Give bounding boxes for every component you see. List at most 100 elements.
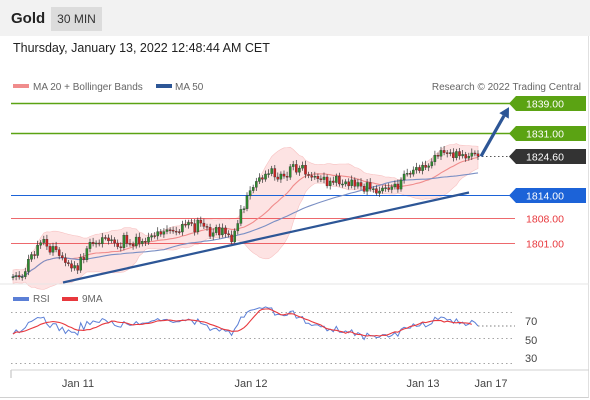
candle-body-69 bbox=[224, 227, 227, 234]
candle-body-133 bbox=[421, 165, 424, 171]
candle-body-76 bbox=[245, 195, 249, 209]
x-tick-jan17: Jan 17 bbox=[474, 378, 507, 390]
candle-body-32 bbox=[110, 239, 113, 241]
level-1831-00-label: 1831.00 bbox=[526, 129, 564, 141]
candle-body-16 bbox=[61, 255, 64, 258]
candle-body-114 bbox=[362, 186, 366, 192]
candle-body-123 bbox=[390, 186, 394, 190]
level-1814-00-tag bbox=[509, 188, 586, 203]
candle-body-88 bbox=[282, 173, 286, 177]
candle-body-9 bbox=[39, 242, 42, 246]
rsi-legend-label: RSI bbox=[33, 294, 50, 305]
candle-body-30 bbox=[104, 237, 107, 239]
candle-body-2 bbox=[17, 275, 21, 278]
candle-body-59 bbox=[193, 223, 196, 233]
candle-body-43 bbox=[144, 241, 147, 243]
candle-body-50 bbox=[165, 229, 169, 232]
candle-body-51 bbox=[168, 229, 172, 231]
candle-body-4 bbox=[24, 271, 27, 277]
trendline-group bbox=[62, 107, 509, 284]
candle-body-18 bbox=[67, 262, 70, 264]
candle-body-53 bbox=[174, 231, 178, 233]
candle-body-1 bbox=[14, 275, 18, 277]
candle-body-12 bbox=[48, 246, 52, 253]
candle-body-26 bbox=[91, 242, 95, 244]
candle-body-5 bbox=[27, 259, 30, 272]
ma20-legend-label: MA 20 + Bollinger Bands bbox=[33, 82, 143, 93]
rsi-ma-line bbox=[12, 308, 472, 337]
candle-body-62 bbox=[202, 222, 206, 227]
candle-body-119 bbox=[378, 190, 381, 194]
level-1801-00-label: 1801.00 bbox=[526, 239, 564, 251]
level-1824-60-label: 1824.60 bbox=[526, 152, 564, 164]
price-level-labels: 1839.00 1831.00 1824.60 1814.00 1808.00 1801.… bbox=[509, 96, 586, 251]
candle-body-151 bbox=[476, 153, 480, 157]
level-1814-00-label: 1814.00 bbox=[526, 191, 564, 203]
candle-body-23 bbox=[82, 257, 86, 260]
candle-body-101 bbox=[322, 176, 326, 180]
candle-body-21 bbox=[76, 265, 79, 271]
candle-body-118 bbox=[375, 188, 378, 194]
candle-body-115 bbox=[365, 182, 369, 192]
candle-body-131 bbox=[415, 167, 418, 171]
candle-body-141 bbox=[445, 152, 449, 154]
candle-body-0 bbox=[11, 276, 15, 278]
price-levels bbox=[11, 102, 515, 244]
candle-body-74 bbox=[239, 209, 243, 224]
rsi-panel bbox=[11, 306, 515, 364]
candle-body-47 bbox=[156, 231, 159, 237]
target-arrow-head bbox=[499, 107, 509, 119]
candle-body-63 bbox=[205, 226, 209, 228]
candle-body-83 bbox=[267, 173, 270, 175]
candle-body-86 bbox=[276, 176, 280, 180]
candle-body-95 bbox=[304, 165, 307, 175]
candle-body-71 bbox=[230, 234, 233, 243]
candle-body-89 bbox=[285, 176, 289, 178]
candle-body-66 bbox=[214, 227, 218, 233]
level-1808-00-label: 1808.00 bbox=[526, 214, 564, 226]
candle-body-99 bbox=[316, 176, 320, 179]
candle-body-57 bbox=[187, 222, 190, 226]
rsi-tick-30: 30 bbox=[525, 353, 537, 365]
rsi-tick-50: 50 bbox=[525, 335, 537, 347]
candle-body-96 bbox=[307, 174, 310, 176]
rsi-tick-70: 70 bbox=[525, 316, 537, 328]
candle-body-68 bbox=[221, 227, 224, 236]
candle-body-103 bbox=[328, 180, 332, 186]
candle-body-61 bbox=[199, 219, 203, 224]
credit-text: Research © 2022 Trading Central bbox=[432, 82, 581, 93]
report-datetime: Thursday, January 13, 2022 12:48:44 AM C… bbox=[13, 41, 270, 55]
candle-body-134 bbox=[424, 165, 427, 168]
candle-body-82 bbox=[264, 173, 267, 180]
level-1824-60-tag bbox=[509, 149, 586, 164]
timeframe-button[interactable]: 30 MIN bbox=[51, 7, 102, 31]
candle-body-97 bbox=[310, 175, 313, 178]
candle-body-39 bbox=[131, 243, 135, 247]
candle-body-56 bbox=[184, 224, 187, 226]
target-arrow-shaft bbox=[479, 115, 506, 158]
candle-body-27 bbox=[94, 242, 98, 245]
candle-body-111 bbox=[353, 179, 357, 187]
candle-body-107 bbox=[341, 183, 344, 186]
symbol-title: Gold bbox=[11, 10, 46, 27]
candle-body-45 bbox=[150, 235, 153, 238]
candle-body-48 bbox=[159, 231, 163, 235]
candle-body-41 bbox=[138, 236, 141, 244]
ma50-legend-swatch bbox=[156, 84, 172, 88]
candle-body-100 bbox=[319, 178, 323, 180]
candle-body-33 bbox=[113, 239, 116, 244]
candle-body-80 bbox=[258, 177, 261, 182]
rsi-ma-legend-label: 9MA bbox=[82, 294, 103, 305]
candle-body-77 bbox=[248, 190, 252, 196]
candle-body-85 bbox=[273, 168, 277, 178]
candle-body-31 bbox=[107, 237, 110, 242]
candle-body-36 bbox=[122, 235, 126, 248]
chart-frame bbox=[0, 36, 589, 398]
candle-body-124 bbox=[393, 183, 397, 188]
candle-body-126 bbox=[399, 179, 403, 190]
candle-body-147 bbox=[464, 154, 467, 159]
candle-body-116 bbox=[368, 182, 372, 190]
candle-body-94 bbox=[301, 165, 304, 169]
candle-body-104 bbox=[332, 180, 335, 183]
